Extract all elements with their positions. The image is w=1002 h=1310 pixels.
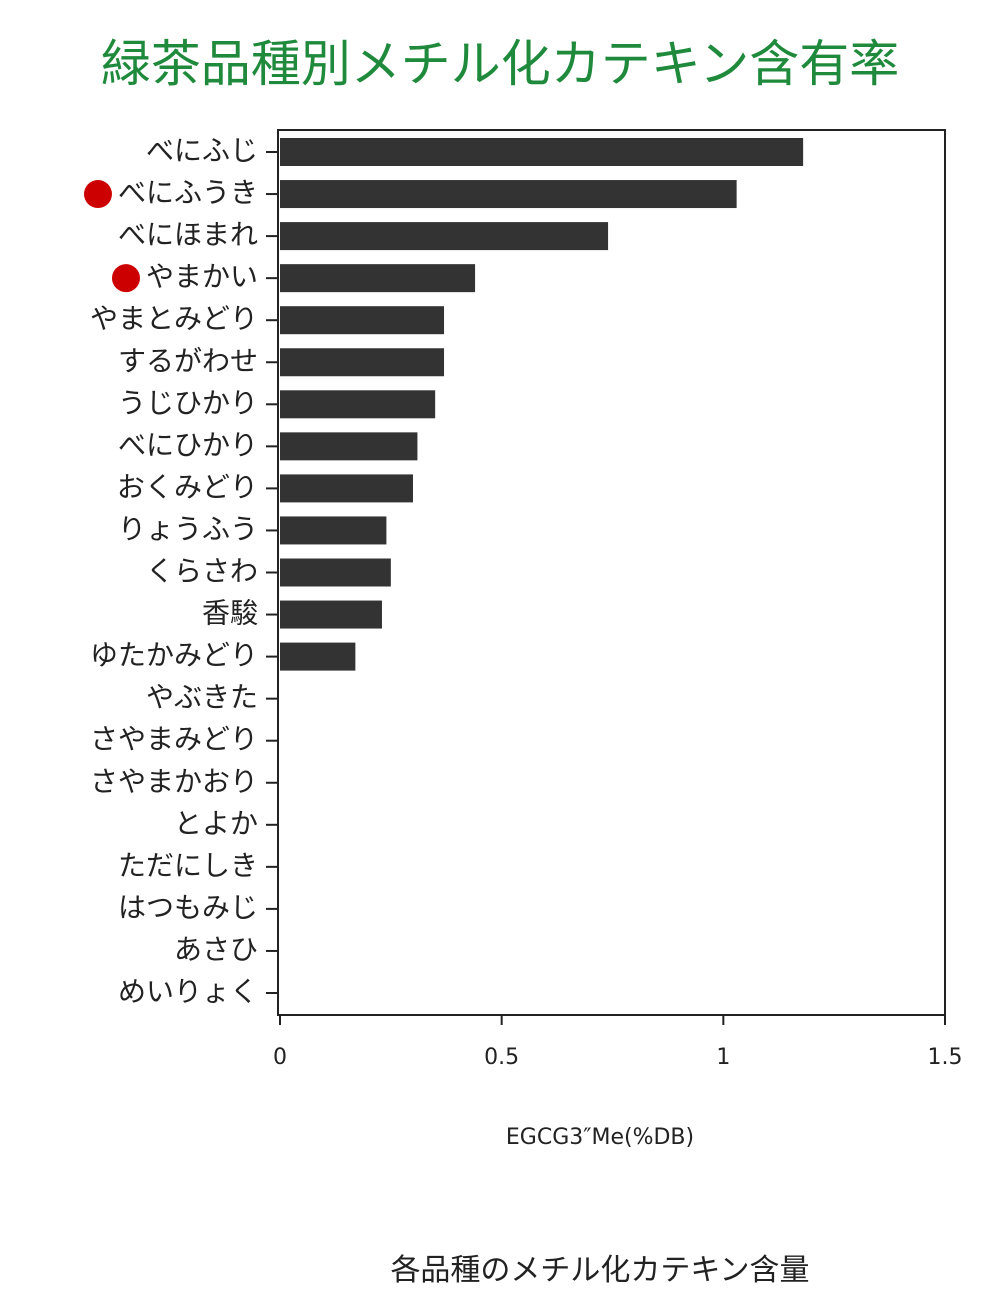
y-tick-label: ゆたかみどり: [90, 639, 258, 672]
bar: [280, 516, 387, 545]
y-tick-label: うじひかり: [118, 386, 258, 419]
y-tick-label: やまとみどり: [90, 302, 258, 335]
y-tick-label: べにほまれ: [118, 218, 258, 251]
bar: [280, 474, 413, 503]
y-tick-label: めいりょく: [118, 975, 258, 1008]
bar: [280, 264, 476, 293]
x-tick-label: 1.5: [928, 1045, 963, 1070]
x-tick-label: 0: [273, 1045, 287, 1070]
y-tick-label: 香駿: [202, 597, 258, 630]
y-tick-label: くらさわ: [146, 555, 258, 588]
y-tick-label: おくみどり: [117, 470, 258, 503]
bar: [280, 642, 356, 671]
bar: [280, 306, 445, 335]
y-tick-label: さやまかおり: [90, 765, 258, 798]
highlight-dot: [83, 180, 112, 209]
bar: [280, 390, 436, 419]
bar: [280, 138, 804, 166]
y-tick-label: あさひ: [174, 933, 258, 966]
highlight-dot: [111, 264, 140, 293]
bar: [280, 600, 382, 629]
bar: [280, 222, 609, 251]
chart-title: 緑茶品種別メチル化カテキン含有率: [101, 35, 900, 93]
y-tick-label: べにひかり: [118, 428, 258, 461]
y-tick-label: するがわせ: [118, 344, 258, 377]
bar: [280, 180, 737, 209]
y-tick-label: りょうふう: [118, 512, 258, 545]
y-tick-label: やまかい: [146, 260, 258, 293]
y-tick-label: やぶきた: [146, 681, 258, 714]
bar: [280, 348, 445, 377]
y-tick-label: はつもみじ: [118, 891, 258, 924]
y-tick-label: ただにしき: [118, 849, 258, 882]
y-tick-label: べにふうき: [118, 176, 258, 209]
caption: 各品種のメチル化カテキン含量: [390, 1253, 809, 1288]
x-tick-label: 0.5: [484, 1045, 519, 1070]
y-tick-label: さやまみどり: [90, 723, 258, 756]
y-tick-label: べにふじ: [146, 134, 258, 167]
x-axis-label: EGCG3″Me(%DB): [506, 1125, 694, 1150]
bar: [280, 558, 391, 587]
y-tick-label: とよか: [174, 807, 258, 840]
x-tick-label: 1: [716, 1045, 730, 1070]
bar: [280, 432, 418, 461]
